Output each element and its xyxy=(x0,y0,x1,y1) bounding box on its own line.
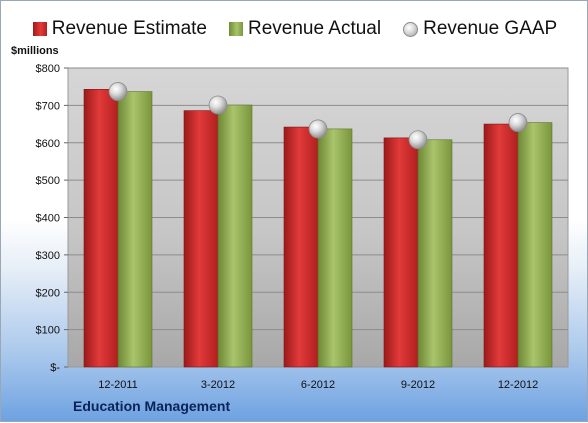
y-tick-label: $- xyxy=(50,362,60,374)
x-tick-label: 9-2012 xyxy=(401,379,435,391)
legend-item-actual: Revenue Actual xyxy=(229,18,381,40)
marker-revenue-gaap xyxy=(108,82,128,101)
marker-revenue-gaap xyxy=(308,119,328,139)
bar-revenue-actual xyxy=(517,122,553,368)
y-tick-label: $100 xyxy=(36,325,60,337)
legend-label-gaap: Revenue GAAP xyxy=(423,18,558,39)
y-axis-unit-label: $millions xyxy=(11,45,59,57)
x-tick-label: 12-2011 xyxy=(98,379,138,391)
chart-legend: Revenue Estimate Revenue Actual Revenue … xyxy=(1,15,588,43)
bar-revenue-actual xyxy=(117,91,153,368)
legend-label-estimate: Revenue Estimate xyxy=(51,18,207,39)
legend-label-actual: Revenue Actual xyxy=(248,18,382,39)
bar-revenue-estimate xyxy=(283,126,319,368)
y-tick-label: $400 xyxy=(36,213,60,225)
legend-item-estimate: Revenue Estimate xyxy=(32,18,207,40)
y-tick-label: $300 xyxy=(36,250,60,262)
x-tick-label: 6-2012 xyxy=(301,379,335,391)
bar-revenue-actual xyxy=(217,104,253,368)
bar-revenue-estimate xyxy=(83,89,119,368)
bar-revenue-estimate xyxy=(183,110,219,368)
x-tick-label: 3-2012 xyxy=(201,379,235,391)
y-tick-label: $700 xyxy=(36,100,60,112)
bar-revenue-actual xyxy=(417,139,453,368)
y-tick-label: $200 xyxy=(36,287,60,299)
bar-revenue-actual xyxy=(317,128,353,368)
y-tick-label: $800 xyxy=(36,63,60,75)
bar-revenue-estimate xyxy=(383,137,419,368)
y-tick-label: $500 xyxy=(36,175,60,187)
marker-revenue-gaap xyxy=(208,95,228,115)
y-tick-label: $600 xyxy=(36,138,60,150)
marker-revenue-gaap xyxy=(508,113,528,132)
x-tick-label: 12-2012 xyxy=(498,379,538,391)
company-name: Education Management xyxy=(73,398,231,414)
legend-swatch-actual xyxy=(229,22,243,36)
legend-swatch-estimate xyxy=(32,22,47,36)
marker-revenue-gaap xyxy=(408,130,428,150)
legend-item-gaap: Revenue GAAP xyxy=(403,18,557,40)
legend-marker-gaap xyxy=(403,21,419,37)
bar-revenue-estimate xyxy=(483,123,519,368)
